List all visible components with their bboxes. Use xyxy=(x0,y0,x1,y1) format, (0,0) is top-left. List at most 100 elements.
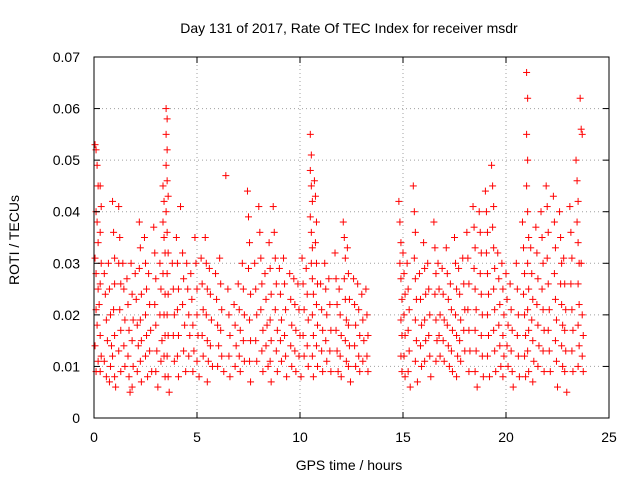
data-point xyxy=(129,362,137,370)
data-point xyxy=(193,357,201,365)
data-point xyxy=(97,203,105,211)
data-point xyxy=(121,316,129,324)
data-point xyxy=(291,347,299,355)
data-point xyxy=(232,342,240,350)
data-point xyxy=(137,337,145,345)
data-point xyxy=(109,352,117,360)
y-axis-label: ROTI / TECUs xyxy=(6,195,22,285)
data-point xyxy=(273,368,281,376)
data-point xyxy=(306,130,314,138)
data-point xyxy=(257,306,265,314)
data-point xyxy=(411,316,419,324)
data-point xyxy=(298,254,306,262)
data-point xyxy=(431,244,439,252)
data-point xyxy=(503,295,511,303)
data-point xyxy=(528,270,536,278)
chart-title: Day 131 of 2017, Rate Of TEC Index for r… xyxy=(180,20,518,36)
data-point xyxy=(444,342,452,350)
data-point xyxy=(396,218,404,226)
data-point xyxy=(422,290,430,298)
data-point xyxy=(398,295,406,303)
data-point xyxy=(245,213,252,221)
data-point xyxy=(181,321,189,329)
data-point xyxy=(438,264,446,272)
data-point xyxy=(539,347,547,355)
data-point xyxy=(457,357,465,365)
data-point xyxy=(204,357,212,365)
data-point xyxy=(500,311,508,319)
data-point xyxy=(344,362,352,370)
data-point xyxy=(173,259,181,267)
data-point xyxy=(346,378,354,386)
data-point xyxy=(452,259,460,267)
data-point xyxy=(199,352,207,360)
data-point xyxy=(363,311,371,319)
data-point xyxy=(105,378,113,386)
data-point xyxy=(401,290,409,298)
data-point xyxy=(364,368,372,376)
data-point xyxy=(246,357,254,365)
data-point xyxy=(163,352,171,360)
data-point xyxy=(271,306,279,314)
y-tick-label: 0.02 xyxy=(53,307,80,323)
data-point xyxy=(410,254,418,262)
data-point xyxy=(520,290,528,298)
data-point xyxy=(546,368,554,376)
data-point xyxy=(421,316,429,324)
data-point xyxy=(524,208,532,216)
data-point xyxy=(312,301,320,309)
data-point xyxy=(117,368,125,376)
data-point xyxy=(543,254,551,262)
data-point xyxy=(410,208,418,216)
data-point xyxy=(522,331,530,339)
data-point xyxy=(252,285,260,293)
data-point xyxy=(93,218,101,226)
data-point xyxy=(218,352,226,360)
data-point xyxy=(524,94,532,102)
data-point xyxy=(333,301,341,309)
data-point xyxy=(299,280,307,288)
data-point xyxy=(304,316,312,324)
data-point xyxy=(173,306,181,314)
data-point xyxy=(252,337,260,345)
data-point xyxy=(174,331,182,339)
x-tick-label: 0 xyxy=(90,429,98,445)
data-point xyxy=(121,362,129,370)
data-point xyxy=(236,368,244,376)
data-point xyxy=(256,228,264,236)
data-point xyxy=(218,306,226,314)
data-point xyxy=(116,234,124,241)
data-point xyxy=(514,352,522,360)
data-point xyxy=(475,208,483,216)
data-point xyxy=(507,306,515,314)
data-point xyxy=(112,383,120,391)
data-point xyxy=(213,295,221,303)
data-point xyxy=(356,331,364,339)
data-point xyxy=(183,259,191,267)
data-point xyxy=(525,326,533,334)
y-tick-label: 0.01 xyxy=(53,358,80,374)
data-point xyxy=(287,342,295,350)
data-point xyxy=(306,213,314,221)
data-point xyxy=(147,326,155,334)
data-point xyxy=(307,182,315,190)
data-point xyxy=(201,234,209,241)
data-point xyxy=(550,270,558,278)
data-point xyxy=(106,362,114,370)
data-point xyxy=(216,254,224,262)
data-point xyxy=(120,342,128,350)
data-point xyxy=(340,275,348,283)
data-point xyxy=(103,337,111,345)
data-point xyxy=(424,259,432,267)
data-point xyxy=(355,306,363,314)
data-point xyxy=(527,244,535,252)
data-point xyxy=(94,239,102,247)
data-point xyxy=(491,347,499,355)
data-point xyxy=(299,331,307,339)
data-point xyxy=(447,306,455,314)
data-point xyxy=(323,311,331,319)
data-point xyxy=(336,311,344,319)
data-point xyxy=(551,244,559,252)
data-point xyxy=(262,295,270,303)
data-point xyxy=(231,362,239,370)
